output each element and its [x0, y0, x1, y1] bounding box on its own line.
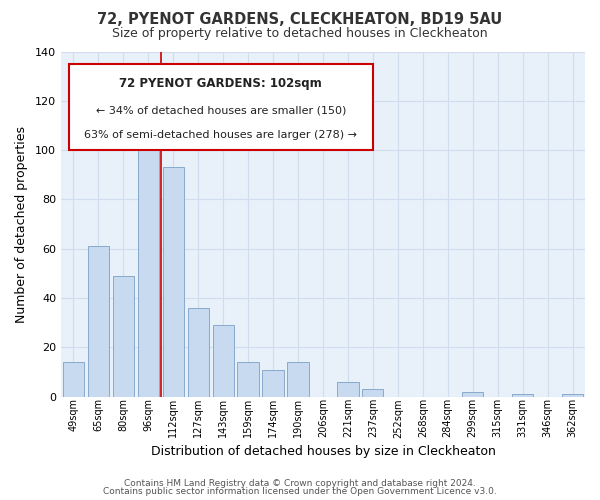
Text: 63% of semi-detached houses are larger (278) →: 63% of semi-detached houses are larger (…: [84, 130, 357, 140]
Bar: [188, 308, 209, 396]
Bar: [337, 382, 359, 396]
Bar: [113, 276, 134, 396]
Bar: [63, 362, 84, 396]
Bar: [287, 362, 308, 396]
Bar: [88, 246, 109, 396]
Text: Size of property relative to detached houses in Cleckheaton: Size of property relative to detached ho…: [112, 28, 488, 40]
Text: Contains public sector information licensed under the Open Government Licence v3: Contains public sector information licen…: [103, 487, 497, 496]
Bar: [163, 168, 184, 396]
Bar: [137, 133, 159, 396]
X-axis label: Distribution of detached houses by size in Cleckheaton: Distribution of detached houses by size …: [151, 444, 496, 458]
Bar: [262, 370, 284, 396]
Text: 72, PYENOT GARDENS, CLECKHEATON, BD19 5AU: 72, PYENOT GARDENS, CLECKHEATON, BD19 5A…: [97, 12, 503, 28]
Bar: [362, 390, 383, 396]
Text: Contains HM Land Registry data © Crown copyright and database right 2024.: Contains HM Land Registry data © Crown c…: [124, 478, 476, 488]
Bar: [512, 394, 533, 396]
Y-axis label: Number of detached properties: Number of detached properties: [15, 126, 28, 322]
Bar: [238, 362, 259, 396]
Text: 72 PYENOT GARDENS: 102sqm: 72 PYENOT GARDENS: 102sqm: [119, 77, 322, 90]
FancyBboxPatch shape: [69, 64, 373, 150]
Text: ← 34% of detached houses are smaller (150): ← 34% of detached houses are smaller (15…: [95, 105, 346, 115]
Bar: [462, 392, 484, 396]
Bar: [562, 394, 583, 396]
Bar: [212, 325, 234, 396]
